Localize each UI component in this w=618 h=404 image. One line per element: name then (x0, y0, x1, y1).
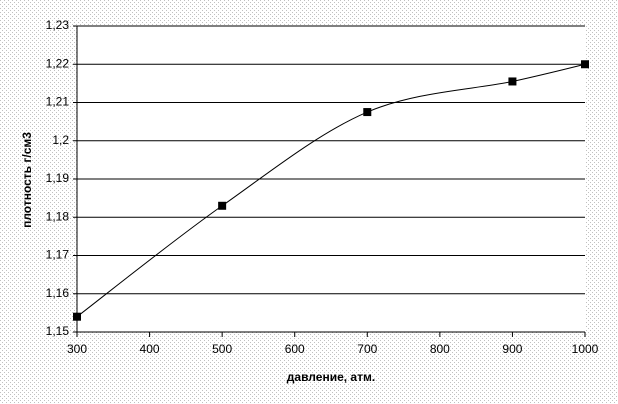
x-tick-label: 500 (212, 342, 232, 356)
x-tick-label: 400 (140, 342, 160, 356)
y-tick-label: 1,22 (46, 56, 70, 70)
x-tick-label: 600 (285, 342, 305, 356)
y-tick-label: 1,23 (46, 18, 70, 32)
marker (73, 312, 81, 321)
marker (581, 60, 589, 69)
x-tick-label: 300 (67, 342, 87, 356)
y-tick-label: 1,19 (46, 171, 70, 185)
marker (218, 201, 227, 210)
y-tick-label: 1,18 (46, 209, 70, 223)
x-tick-label: 1000 (572, 342, 599, 356)
y-axis-title: плотность г/см3 (20, 132, 34, 228)
marker (363, 108, 372, 117)
marker (508, 77, 517, 86)
x-tick-label: 700 (357, 342, 377, 356)
y-tick-label: 1,16 (46, 286, 70, 300)
y-tick-label: 1,17 (46, 248, 70, 262)
x-axis-title: давление, атм. (287, 370, 375, 384)
y-tick-label: 1,21 (46, 95, 70, 109)
y-tick-label: 1,2 (52, 133, 69, 147)
x-tick-label: 800 (430, 342, 450, 356)
x-tick-label: 900 (502, 342, 522, 356)
y-tick-label: 1,15 (46, 324, 70, 338)
